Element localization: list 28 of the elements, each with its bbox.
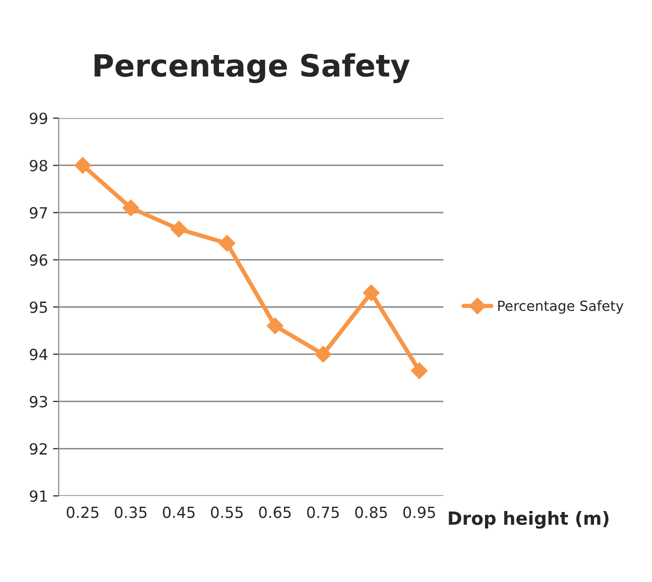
y-tick-label: 96 xyxy=(30,254,48,266)
x-tick-label: 0.35 xyxy=(114,506,146,518)
x-tick-label: 0.85 xyxy=(355,506,387,518)
x-tick-label: 0.25 xyxy=(66,506,98,518)
chart-title: Percentage Safety xyxy=(94,53,410,84)
y-tick-label: 97 xyxy=(30,207,47,219)
y-tick-label: 94 xyxy=(30,348,48,360)
point xyxy=(410,362,428,380)
x-tick-label: 0.95 xyxy=(403,506,435,518)
legend-label: Percentage Safety xyxy=(498,300,624,314)
y-tick-label: 92 xyxy=(30,443,47,455)
x-tick-label: 0.55 xyxy=(210,506,243,518)
point xyxy=(170,220,188,238)
y-tick-label: 93 xyxy=(30,396,48,408)
y-tick-label: 99 xyxy=(30,112,48,124)
y-tick-label: 98 xyxy=(30,160,48,172)
point xyxy=(362,284,380,302)
x-tick-label: 0.45 xyxy=(162,506,195,518)
x-tick-label: 0.75 xyxy=(307,506,339,518)
x-axis-title: Drop height (m) xyxy=(448,510,608,529)
point xyxy=(314,346,332,363)
point xyxy=(218,234,236,252)
y-tick-label: 91 xyxy=(30,490,47,502)
x-tick-label: 0.65 xyxy=(259,506,291,518)
point xyxy=(266,318,284,334)
point xyxy=(122,199,140,216)
point xyxy=(74,156,92,174)
y-tick-label: 95 xyxy=(30,301,47,314)
